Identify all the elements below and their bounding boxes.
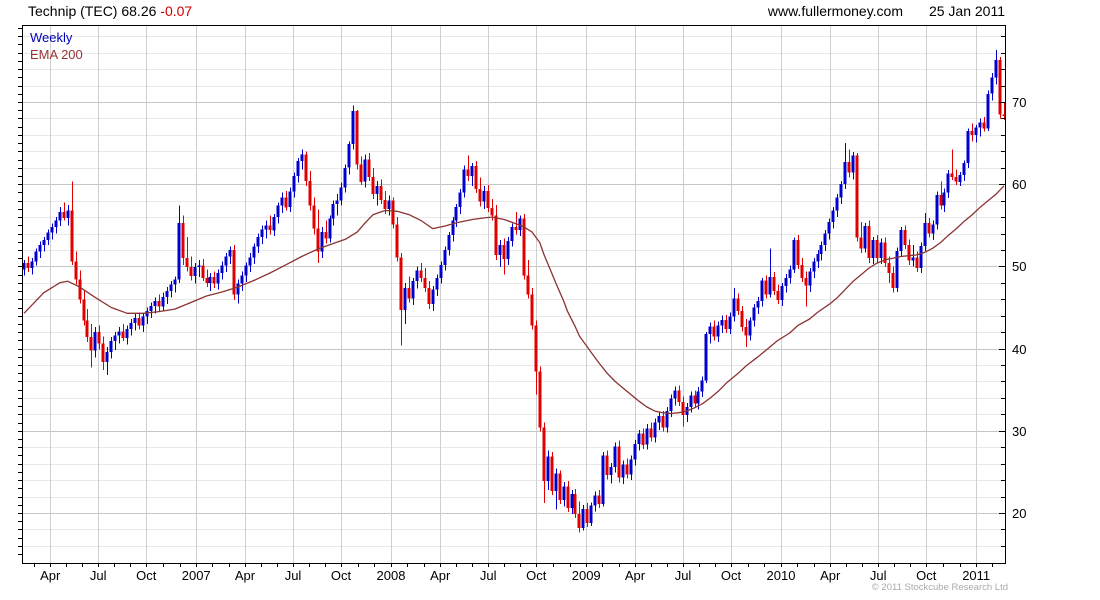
- x-axis-tick-label: Apr: [625, 568, 646, 583]
- ema-line: [23, 185, 1005, 415]
- x-axis-tick-label: 2009: [572, 568, 601, 583]
- legend-timeframe-label: Weekly: [30, 30, 73, 45]
- x-axis-tick-label: 2011: [962, 568, 990, 583]
- instrument-price-label: Technip (TEC) 68.26: [28, 3, 157, 19]
- x-axis-tick-label: Oct: [331, 568, 352, 583]
- axis-labels: 20 30 40 50 60 70 Apr Jul Oct 2007 Apr Jul Oct 2008 Ap…: [40, 95, 1026, 583]
- y-axis-tick-label: 40: [1012, 342, 1026, 357]
- y-axis-tick-label: 30: [1012, 424, 1026, 439]
- x-axis-tick-label: Oct: [136, 568, 157, 583]
- x-axis-tick-label: 2007: [182, 568, 211, 583]
- x-axis-tick-label: Jul: [90, 568, 107, 583]
- y-axis-tick-label: 20: [1012, 506, 1026, 521]
- website-label: www.fullermoney.com: [767, 3, 903, 19]
- x-axis-tick-label: Jul: [870, 568, 887, 583]
- price-change-label: -0.07: [160, 3, 193, 19]
- x-axis-tick-label: Jul: [675, 568, 692, 583]
- grid-minor-lines: [22, 36, 1005, 547]
- x-axis-tick-label: 2008: [377, 568, 406, 583]
- x-axis-tick-label: 2010: [767, 568, 796, 583]
- x-axis-tick-label: Oct: [721, 568, 742, 583]
- chart-legend: Weekly EMA 200: [30, 29, 83, 63]
- copyright-label: © 2011 Stockcube Research Ltd: [871, 582, 1008, 593]
- grid-quarter-lines: [50, 25, 977, 563]
- chart-title: Technip (TEC) 68.26 -0.07: [28, 3, 192, 19]
- plot-border: [22, 25, 1006, 564]
- x-axis-tick-label: Apr: [235, 568, 256, 583]
- x-axis-tick-label: Jul: [480, 568, 497, 583]
- x-axis-tick-label: Apr: [40, 568, 61, 583]
- candlesticks: [22, 50, 1006, 533]
- chart-date-label: 25 Jan 2011: [928, 3, 1005, 19]
- axis-ticks: [18, 28, 1005, 567]
- y-axis-tick-label: 70: [1012, 95, 1026, 110]
- x-axis-tick-label: Jul: [285, 568, 302, 583]
- grid-major-lines: [22, 102, 1005, 514]
- y-axis-tick-label: 50: [1012, 259, 1026, 274]
- x-axis-tick-label: Oct: [526, 568, 547, 583]
- y-axis-tick-label: 60: [1012, 177, 1026, 192]
- x-axis-tick-label: Oct: [916, 568, 937, 583]
- legend-ema-label: EMA 200: [30, 47, 83, 62]
- x-axis-tick-label: Apr: [430, 568, 451, 583]
- x-axis-tick-label: Apr: [820, 568, 841, 583]
